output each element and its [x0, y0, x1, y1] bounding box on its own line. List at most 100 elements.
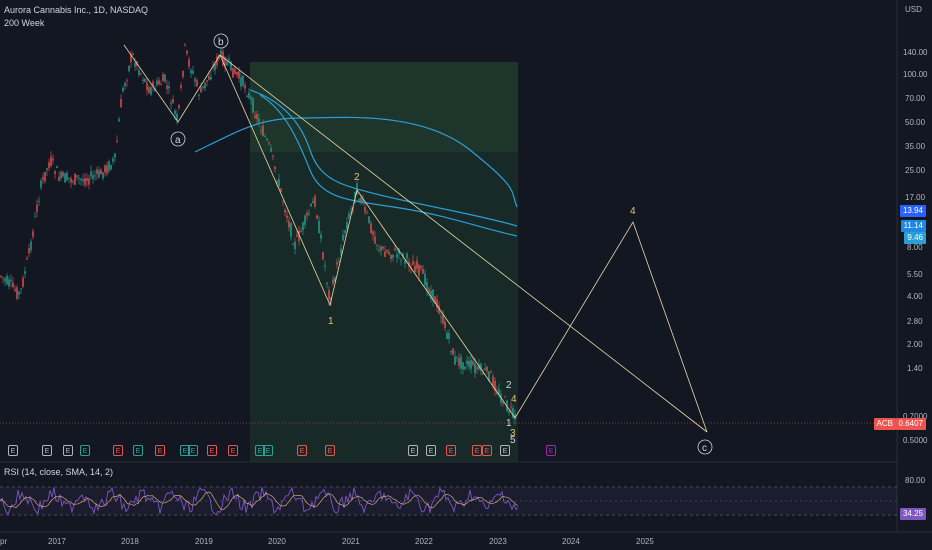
wave-impulse-line — [219, 54, 708, 433]
candle-body — [230, 61, 232, 71]
candle-body — [28, 248, 30, 254]
candle-body — [426, 282, 428, 291]
time-tick: 2025 — [636, 537, 654, 546]
earnings-marker[interactable]: E — [113, 445, 123, 456]
candle-body — [440, 316, 442, 318]
candle-body — [86, 178, 88, 182]
candle-body — [244, 85, 246, 89]
candle-body — [122, 87, 124, 92]
candle-body — [196, 80, 198, 86]
earnings-marker[interactable]: E — [207, 445, 217, 456]
time-axis[interactable]: pr 2017 2018 2019 2020 2021 2022 2023 20… — [0, 537, 654, 546]
candle-body — [180, 84, 182, 88]
earnings-marker[interactable]: E — [63, 445, 73, 456]
candle-body — [112, 158, 114, 162]
time-tick: pr — [0, 537, 7, 546]
candle-body — [88, 178, 90, 185]
earnings-marker[interactable]: E — [472, 445, 482, 456]
candle-body — [468, 360, 470, 367]
wave-c-label: c — [702, 443, 707, 454]
candle-body — [438, 305, 440, 314]
chart-title[interactable]: Aurora Cannabis Inc., 1D, NASDAQ — [4, 5, 149, 15]
candle-body — [216, 56, 218, 66]
earnings-marker[interactable]: E — [188, 445, 198, 456]
earnings-marker[interactable]: E — [155, 445, 165, 456]
candle-body — [262, 125, 264, 136]
candle-body — [414, 265, 416, 273]
earnings-marker[interactable]: E — [255, 445, 265, 456]
candle-body — [348, 213, 350, 219]
candle-body — [314, 196, 316, 207]
candle-body — [470, 360, 472, 369]
time-tick: 2020 — [268, 537, 286, 546]
candle-body — [270, 148, 272, 152]
price-tick: 0.7000 — [903, 412, 928, 421]
candle-body — [72, 181, 74, 183]
candle-body — [68, 177, 70, 179]
candle-body — [336, 262, 338, 265]
time-tick: 2017 — [48, 537, 66, 546]
candle-body — [54, 171, 56, 175]
earnings-marker[interactable]: E — [500, 445, 510, 456]
earnings-marker[interactable]: E — [482, 445, 492, 456]
candle-body — [172, 99, 174, 104]
projection-zone — [250, 62, 518, 462]
earnings-marker[interactable]: E — [446, 445, 456, 456]
price-tick: 2.80 — [907, 317, 923, 326]
candle-body — [496, 391, 498, 394]
candle-body — [232, 67, 234, 78]
candle-body — [504, 396, 506, 398]
earnings-marker[interactable]: E — [408, 445, 418, 456]
rsi-label[interactable]: RSI (14, close, SMA, 14, 2) — [4, 467, 114, 477]
wave-abc-line — [123, 44, 221, 123]
candle-body — [6, 276, 8, 285]
earnings-marker[interactable]: E — [180, 445, 190, 456]
candle-body — [432, 289, 434, 301]
candle-body — [466, 360, 468, 365]
candle-body — [18, 291, 20, 295]
candle-body — [404, 260, 406, 265]
candle-body — [114, 153, 116, 158]
candle-body — [260, 130, 262, 132]
earnings-marker[interactable]: E — [42, 445, 52, 456]
price-tick: 2.00 — [907, 340, 923, 349]
candle-body — [376, 244, 378, 246]
indicator-label[interactable]: 200 Week — [4, 18, 45, 28]
candle-body — [186, 50, 188, 54]
earnings-marker[interactable]: E — [133, 445, 143, 456]
earnings-marker[interactable]: E — [297, 445, 307, 456]
candle-body — [182, 70, 184, 77]
earnings-marker[interactable]: E — [546, 445, 556, 456]
price-axis[interactable]: 140.00 100.00 70.00 50.00 35.00 25.00 17… — [903, 48, 928, 485]
time-tick: 2023 — [489, 537, 507, 546]
earnings-marker[interactable]: E — [228, 445, 238, 456]
earnings-marker[interactable]: E — [8, 445, 18, 456]
earnings-marker[interactable]: E — [426, 445, 436, 456]
candle-body — [512, 407, 514, 418]
candle-body — [126, 80, 128, 82]
candle-body — [358, 198, 360, 202]
candle-body — [510, 406, 512, 408]
candle-body — [148, 87, 150, 94]
candle-body — [490, 371, 492, 373]
earnings-marker[interactable]: E — [263, 445, 273, 456]
candle-body — [146, 82, 148, 91]
candle-body — [0, 275, 2, 277]
earnings-marker[interactable]: E — [80, 445, 90, 456]
candle-body — [276, 181, 278, 183]
candle-body — [436, 299, 438, 308]
candle-body — [318, 220, 320, 234]
candle-body — [268, 142, 270, 144]
candle-body — [132, 53, 134, 55]
earnings-marker[interactable]: E — [325, 445, 335, 456]
wave-c-trend-line — [219, 54, 708, 433]
candle-body — [384, 251, 386, 257]
candle-body — [150, 87, 152, 95]
candle-body — [272, 155, 274, 157]
candle-body — [498, 389, 500, 396]
candle-body — [392, 254, 394, 258]
candle-body — [228, 58, 230, 61]
rsi-value-tag: 34.25 — [899, 508, 926, 520]
candle-body — [32, 231, 34, 237]
